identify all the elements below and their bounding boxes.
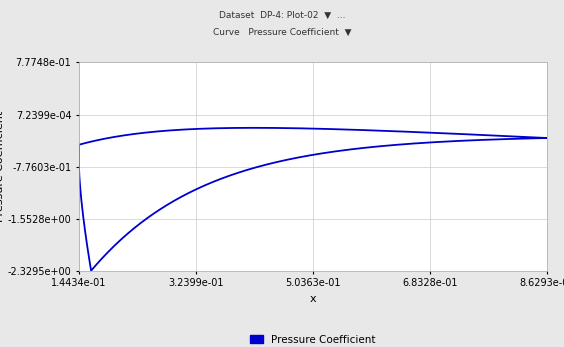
Legend: Pressure Coefficient: Pressure Coefficient xyxy=(246,330,380,347)
Text: Dataset  DP-4: Plot-02  ▼  ...: Dataset DP-4: Plot-02 ▼ ... xyxy=(219,10,345,19)
X-axis label: x: x xyxy=(310,294,316,304)
Text: Curve   Pressure Coefficient  ▼: Curve Pressure Coefficient ▼ xyxy=(213,28,351,37)
Y-axis label: Pressure Coefficient: Pressure Coefficient xyxy=(0,111,5,222)
